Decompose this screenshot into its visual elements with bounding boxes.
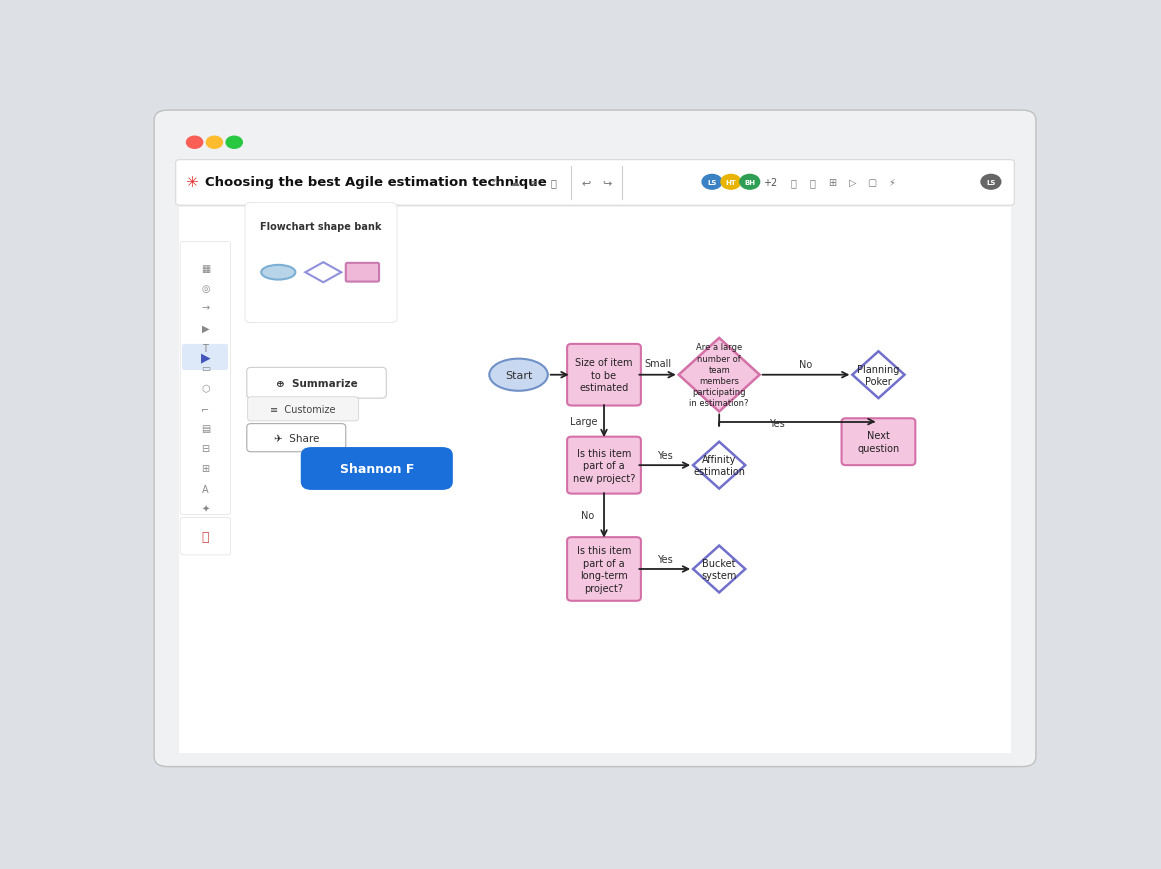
Text: ▢: ▢ xyxy=(867,177,877,188)
Text: Yes: Yes xyxy=(657,554,672,564)
Polygon shape xyxy=(303,455,323,469)
FancyBboxPatch shape xyxy=(154,111,1036,766)
Text: Size of item
to be
estimated: Size of item to be estimated xyxy=(575,358,633,393)
Polygon shape xyxy=(693,546,745,593)
Text: T: T xyxy=(202,343,208,354)
Text: Yes: Yes xyxy=(657,451,672,461)
Text: ▶: ▶ xyxy=(201,351,210,364)
Text: ⚡: ⚡ xyxy=(888,177,895,188)
Text: Are a large
number of
team
members
participating
in estimation?: Are a large number of team members parti… xyxy=(690,343,749,408)
Text: ⊟: ⊟ xyxy=(201,444,209,454)
Text: ◎: ◎ xyxy=(201,283,210,293)
Text: 🔍: 🔍 xyxy=(550,177,556,188)
Text: Affinity
estimation: Affinity estimation xyxy=(693,454,745,477)
Ellipse shape xyxy=(489,359,548,391)
Text: ⌐: ⌐ xyxy=(201,404,209,414)
FancyBboxPatch shape xyxy=(180,242,231,515)
Text: ✈  Share: ✈ Share xyxy=(274,433,319,443)
FancyBboxPatch shape xyxy=(247,424,346,452)
Text: +2: +2 xyxy=(763,177,778,188)
Text: Yes: Yes xyxy=(769,419,785,428)
Text: ≡  Customize: ≡ Customize xyxy=(271,404,336,415)
FancyBboxPatch shape xyxy=(247,397,359,421)
Text: ▦: ▦ xyxy=(201,263,210,273)
Text: HT: HT xyxy=(726,180,736,186)
Text: ⊞: ⊞ xyxy=(201,464,209,474)
Text: ⊕  Summarize: ⊕ Summarize xyxy=(275,378,358,388)
Text: ▶: ▶ xyxy=(202,323,209,334)
Text: 👥: 👥 xyxy=(789,177,796,188)
Circle shape xyxy=(226,137,243,149)
FancyBboxPatch shape xyxy=(180,518,231,555)
Polygon shape xyxy=(305,262,341,283)
Text: Shannon F: Shannon F xyxy=(340,462,414,475)
Text: Planning
Poker: Planning Poker xyxy=(857,364,900,387)
Text: Is this item
part of a
long-term
project?: Is this item part of a long-term project… xyxy=(577,546,632,593)
Circle shape xyxy=(187,137,203,149)
Text: ⊞: ⊞ xyxy=(829,177,837,188)
Text: ▭: ▭ xyxy=(201,363,210,374)
Text: 💬: 💬 xyxy=(810,177,816,188)
FancyBboxPatch shape xyxy=(567,437,641,494)
Ellipse shape xyxy=(261,266,295,281)
Text: →: → xyxy=(201,303,209,314)
Text: ✳: ✳ xyxy=(186,175,199,190)
FancyBboxPatch shape xyxy=(247,368,387,399)
Polygon shape xyxy=(679,338,759,412)
FancyBboxPatch shape xyxy=(301,448,453,490)
FancyBboxPatch shape xyxy=(567,538,641,601)
Text: ☁: ☁ xyxy=(510,177,519,188)
Text: ⬡: ⬡ xyxy=(201,384,210,394)
Text: Start: Start xyxy=(505,370,532,381)
FancyBboxPatch shape xyxy=(346,263,378,282)
Text: ↩: ↩ xyxy=(582,177,591,188)
Text: LS: LS xyxy=(986,180,996,186)
Circle shape xyxy=(207,137,223,149)
Text: Choosing the best Agile estimation technique: Choosing the best Agile estimation techn… xyxy=(205,176,547,189)
Text: Is this item
part of a
new project?: Is this item part of a new project? xyxy=(572,448,635,483)
Polygon shape xyxy=(693,442,745,489)
Text: BH: BH xyxy=(744,180,756,186)
FancyBboxPatch shape xyxy=(567,344,641,406)
Circle shape xyxy=(702,176,722,190)
Text: ↪: ↪ xyxy=(603,177,612,188)
Text: ✦: ✦ xyxy=(201,504,209,514)
FancyBboxPatch shape xyxy=(179,208,1011,753)
FancyBboxPatch shape xyxy=(245,203,397,323)
Text: Bucket
system: Bucket system xyxy=(701,558,737,580)
Circle shape xyxy=(721,176,741,190)
Text: A: A xyxy=(202,484,209,494)
Text: Large: Large xyxy=(570,416,598,427)
Text: 👥: 👥 xyxy=(202,530,209,543)
FancyBboxPatch shape xyxy=(182,344,228,370)
Text: No: No xyxy=(582,511,594,521)
Text: ▷: ▷ xyxy=(849,177,856,188)
Text: ≡: ≡ xyxy=(529,177,538,188)
Text: ▤: ▤ xyxy=(201,424,210,434)
Text: ☆: ☆ xyxy=(490,177,498,188)
Text: LS: LS xyxy=(707,180,716,186)
Text: No: No xyxy=(800,360,813,369)
Circle shape xyxy=(740,176,759,190)
Text: Flowchart shape bank: Flowchart shape bank xyxy=(260,222,382,231)
FancyBboxPatch shape xyxy=(842,419,915,466)
Polygon shape xyxy=(852,352,904,399)
Text: Next
question: Next question xyxy=(857,431,900,454)
FancyBboxPatch shape xyxy=(175,161,1015,206)
Text: Small: Small xyxy=(644,358,671,368)
Circle shape xyxy=(981,176,1001,190)
